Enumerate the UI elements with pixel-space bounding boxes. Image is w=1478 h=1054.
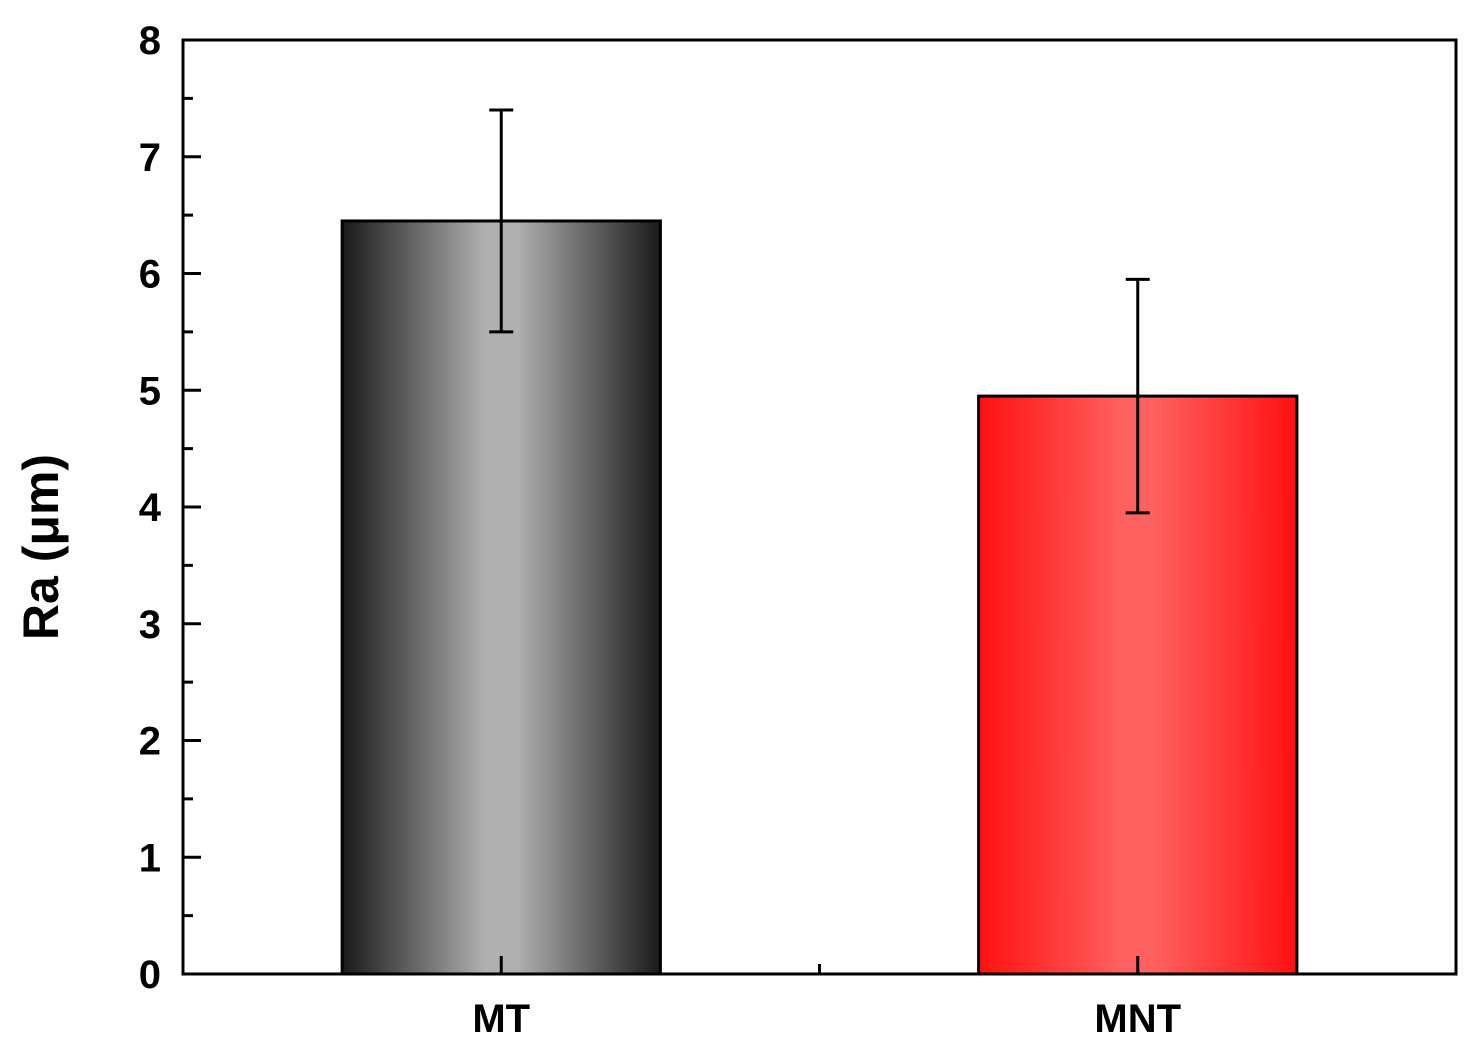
y-tick-label-7: 7 — [139, 136, 161, 180]
y-tick-label-6: 6 — [139, 253, 161, 297]
y-tick-label-4: 4 — [139, 486, 162, 530]
y-tick-label-0: 0 — [139, 953, 161, 997]
y-tick-label-8: 8 — [139, 19, 161, 63]
x-tick-label-mnt: MNT — [1094, 997, 1181, 1041]
bar-mt — [340, 219, 662, 976]
x-axis-ticks: MT MNT — [472, 956, 1181, 1041]
error-bar-mnt — [1125, 277, 1150, 515]
y-tick-label-5: 5 — [139, 369, 161, 413]
y-tick-label-3: 3 — [139, 603, 161, 647]
error-bars — [489, 108, 1150, 515]
error-bar-mt — [489, 108, 514, 334]
y-axis-ticks: 0 1 2 3 4 5 6 7 8 — [139, 19, 201, 997]
y-axis-title: Ra (μm) — [13, 454, 69, 640]
y-tick-label-1: 1 — [139, 836, 161, 880]
y-tick-label-2: 2 — [139, 720, 161, 764]
x-tick-label-mt: MT — [472, 997, 530, 1041]
bars — [340, 219, 1299, 976]
